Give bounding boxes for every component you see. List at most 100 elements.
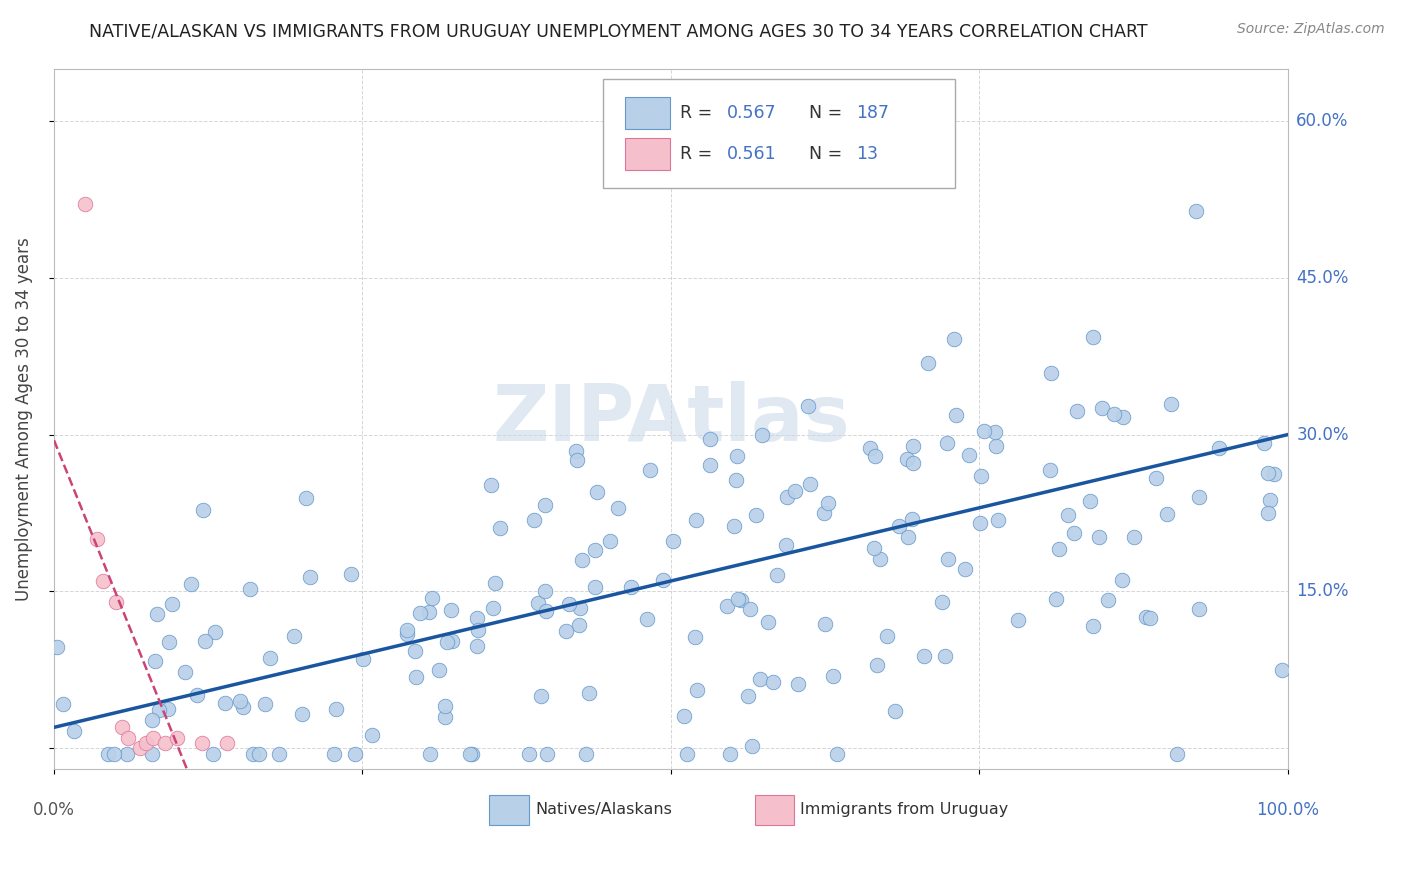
Point — [1156, 507, 1178, 521]
Point — [652, 574, 675, 588]
Point — [111, 720, 134, 734]
Point — [1257, 466, 1279, 480]
Point — [942, 332, 965, 346]
Point — [129, 741, 152, 756]
Point — [912, 648, 935, 663]
Point — [557, 597, 579, 611]
Point — [201, 747, 224, 761]
Point — [267, 747, 290, 761]
Point — [1263, 467, 1285, 481]
Point — [1091, 401, 1114, 416]
Point — [567, 453, 589, 467]
Point — [1097, 593, 1119, 607]
Point — [259, 651, 281, 665]
Point — [229, 694, 252, 708]
Point — [482, 601, 505, 615]
Point — [901, 456, 924, 470]
Point — [797, 399, 820, 413]
Text: Source: ZipAtlas.com: Source: ZipAtlas.com — [1237, 22, 1385, 37]
Point — [554, 624, 576, 639]
Point — [242, 747, 264, 761]
Point — [896, 451, 918, 466]
Text: N =: N = — [808, 145, 842, 163]
Point — [1112, 410, 1135, 425]
Point — [745, 508, 768, 522]
Point — [749, 672, 772, 686]
Point — [662, 533, 685, 548]
Point — [141, 714, 163, 728]
Point — [526, 596, 548, 610]
Point — [865, 657, 887, 672]
Point — [724, 473, 747, 487]
Point — [756, 615, 779, 629]
Point — [1123, 530, 1146, 544]
Point — [534, 583, 557, 598]
Point — [465, 611, 488, 625]
Point — [683, 630, 706, 644]
Point — [420, 591, 443, 606]
Point — [583, 542, 606, 557]
Point — [883, 704, 905, 718]
Point — [859, 442, 882, 456]
Point — [727, 591, 749, 606]
Point — [751, 427, 773, 442]
Point — [409, 607, 432, 621]
Point — [571, 553, 593, 567]
Point — [46, 640, 69, 654]
Point — [247, 747, 270, 761]
Point — [1258, 492, 1281, 507]
Point — [479, 477, 502, 491]
Point — [396, 623, 419, 637]
Point — [467, 624, 489, 638]
Point — [186, 688, 208, 702]
Point — [636, 612, 658, 626]
Point — [565, 443, 588, 458]
Point — [1257, 506, 1279, 520]
Point — [534, 498, 557, 512]
Point — [785, 483, 807, 498]
Point — [638, 463, 661, 477]
Point — [620, 580, 643, 594]
Point — [157, 635, 180, 649]
Point — [322, 747, 344, 761]
Point — [1049, 542, 1071, 557]
Text: R =: R = — [679, 145, 711, 163]
Point — [436, 635, 458, 649]
Point — [1039, 463, 1062, 477]
Point — [1271, 663, 1294, 677]
Point — [1187, 490, 1209, 504]
Point — [568, 617, 591, 632]
Point — [340, 567, 363, 582]
Point — [574, 747, 596, 761]
Point — [957, 448, 980, 462]
Point — [441, 634, 464, 648]
Point — [931, 594, 953, 608]
Point — [599, 533, 621, 548]
Point — [730, 593, 752, 607]
Point — [569, 601, 592, 615]
Point — [204, 624, 226, 639]
Point — [299, 570, 322, 584]
Point — [699, 458, 721, 472]
Point — [62, 724, 84, 739]
Text: Immigrants from Uruguay: Immigrants from Uruguay — [800, 802, 1008, 817]
Text: 60.0%: 60.0% — [1296, 112, 1348, 130]
Point — [787, 677, 810, 691]
Point — [1135, 610, 1157, 624]
Point — [863, 541, 886, 555]
Point — [863, 450, 886, 464]
Point — [232, 699, 254, 714]
Point — [969, 516, 991, 531]
Point — [1078, 494, 1101, 508]
Text: 15.0%: 15.0% — [1296, 582, 1348, 600]
Point — [440, 603, 463, 617]
Point — [903, 439, 925, 453]
Point — [716, 599, 738, 614]
Text: 0.0%: 0.0% — [32, 801, 75, 819]
Point — [215, 736, 238, 750]
FancyBboxPatch shape — [626, 138, 669, 170]
Point — [825, 747, 848, 761]
Text: 45.0%: 45.0% — [1296, 268, 1348, 286]
Point — [970, 468, 993, 483]
Point — [725, 449, 748, 463]
